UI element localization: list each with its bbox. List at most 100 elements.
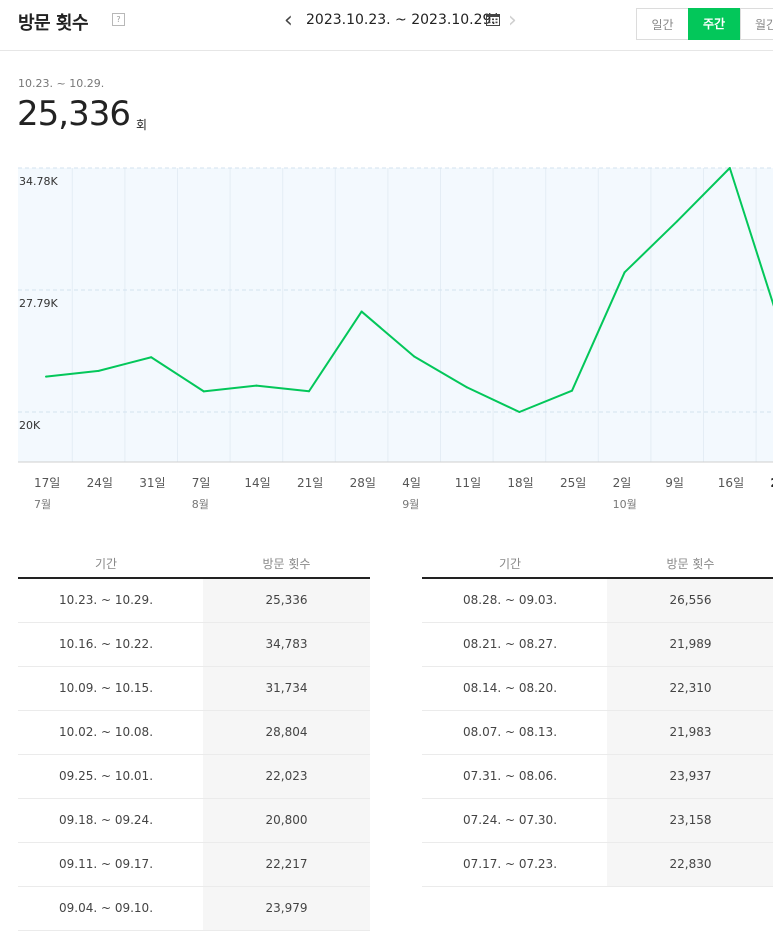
- x-tick-label: 9일: [665, 476, 684, 490]
- page-title: 방문 횟수: [18, 13, 89, 34]
- x-tick-label: 16일: [718, 476, 744, 490]
- row-period: 09.25. ~ 10.01.: [58, 769, 154, 783]
- data-point: [518, 411, 521, 413]
- table-row: 09.18. ~ 09.24. 20,800: [18, 799, 370, 843]
- row-visits: 20,800: [203, 799, 370, 842]
- header-visits: 방문 횟수: [262, 557, 311, 571]
- x-month-label: 9월: [402, 498, 419, 511]
- header-period: 기간: [498, 557, 522, 571]
- row-visits: 23,937: [607, 755, 773, 798]
- summary-range: 10.23. ~ 10.29.: [18, 77, 105, 90]
- table-row: 08.14. ~ 08.20. 22,310: [422, 667, 773, 711]
- header-period: 기간: [94, 557, 118, 571]
- row-visits: 31,734: [203, 667, 370, 710]
- row-period: 07.17. ~ 07.23.: [462, 857, 558, 871]
- row-period: 10.16. ~ 10.22.: [58, 637, 154, 651]
- table-row: 10.09. ~ 10.15. 31,734: [18, 667, 370, 711]
- visits-line-chart: 34.78K 27.79K 20K 17일 24일 31일 7일 14일 21일 28일 4일 11일…: [18, 167, 773, 511]
- row-period: 09.04. ~ 09.10.: [58, 901, 154, 915]
- row-visits: 22,217: [203, 843, 370, 886]
- table-row: 10.16. ~ 10.22. 34,783: [18, 623, 370, 667]
- data-point: [97, 369, 100, 372]
- row-visits: 23,979: [203, 887, 370, 930]
- table-row: 07.24. ~ 07.30. 23,158: [422, 799, 773, 843]
- row-visits: 25,336: [203, 579, 370, 622]
- data-point: [360, 310, 363, 313]
- x-tick-label: 14일: [244, 476, 270, 490]
- header-visits: 방문 횟수: [666, 557, 715, 571]
- x-tick-label: 7일: [192, 476, 211, 490]
- table-row: 09.11. ~ 09.17. 22,217: [18, 843, 370, 887]
- data-point: [413, 355, 416, 358]
- row-period: 10.23. ~ 10.29.: [58, 593, 154, 607]
- data-point: [150, 356, 153, 359]
- x-tick-label: 2일: [613, 476, 632, 490]
- row-period: 09.18. ~ 09.24.: [58, 813, 154, 827]
- visits-table-left: 기간 방문 횟수 10.23. ~ 10.29. 25,336 10.16. ~ 1…: [18, 548, 370, 931]
- row-visits: 22,023: [203, 755, 370, 798]
- header: 방문 횟수 ? ‹ 2023.10.23. ~ 2023.10.29. › 일간…: [0, 0, 773, 51]
- table-row: 08.28. ~ 09.03. 26,556: [422, 579, 773, 623]
- x-month-label: 10월: [613, 498, 637, 511]
- table-row: 08.07. ~ 08.13. 21,983: [422, 711, 773, 755]
- calendar-icon[interactable]: [486, 13, 500, 26]
- x-month-label: 8월: [192, 498, 209, 511]
- x-tick-label: 4일: [402, 476, 421, 490]
- table-row: 09.25. ~ 10.01. 22,023: [18, 755, 370, 799]
- table-row: 08.21. ~ 08.27. 21,989: [422, 623, 773, 667]
- next-period-button[interactable]: ›: [508, 8, 517, 33]
- row-visits: 22,310: [607, 667, 773, 710]
- x-tick-label: 25일: [560, 476, 586, 490]
- row-visits: 34,783: [203, 623, 370, 666]
- row-period: 07.24. ~ 07.30.: [462, 813, 558, 827]
- tab-monthly[interactable]: 월간: [740, 8, 773, 40]
- y-tick-label: 27.79K: [19, 297, 58, 310]
- row-period: 10.09. ~ 10.15.: [58, 681, 154, 695]
- tab-daily[interactable]: 일간: [636, 8, 688, 40]
- x-tick-label: 23일: [770, 476, 773, 490]
- row-period: 10.02. ~ 10.08.: [58, 725, 154, 739]
- data-point: [623, 271, 626, 274]
- x-tick-label: 17일: [34, 476, 60, 490]
- x-tick-label: 31일: [139, 476, 165, 490]
- row-visits: 21,989: [607, 623, 773, 666]
- data-point: [308, 390, 310, 393]
- table-row: 10.23. ~ 10.29. 25,336: [18, 579, 370, 623]
- row-visits: 22,830: [607, 843, 773, 886]
- help-icon[interactable]: ?: [112, 13, 125, 26]
- x-tick-label: 21일: [297, 476, 323, 490]
- x-tick-label: 24일: [87, 476, 113, 490]
- data-point: [676, 220, 679, 223]
- prev-period-button[interactable]: ‹: [284, 8, 293, 33]
- row-visits: 21,983: [607, 711, 773, 754]
- x-month-label: 7월: [34, 498, 51, 511]
- row-period: 08.07. ~ 08.13.: [462, 725, 558, 739]
- table-row: 09.04. ~ 09.10. 23,979: [18, 887, 370, 931]
- table-row: 07.31. ~ 08.06. 23,937: [422, 755, 773, 799]
- x-tick-label: 18일: [507, 476, 533, 490]
- table-row: 10.02. ~ 10.08. 28,804: [18, 711, 370, 755]
- y-tick-label: 34.78K: [19, 175, 58, 188]
- table-row: 07.17. ~ 07.23. 22,830: [422, 843, 773, 887]
- summary-unit: 회: [136, 118, 148, 132]
- row-period: 08.21. ~ 08.27.: [462, 637, 558, 651]
- data-point: [45, 375, 47, 378]
- date-range: 2023.10.23. ~ 2023.10.29.: [306, 12, 496, 28]
- visits-table-right: 기간 방문 횟수 08.28. ~ 09.03. 26,556 08.21. ~ 0…: [422, 548, 773, 887]
- row-visits: 28,804: [203, 711, 370, 754]
- row-visits: 23,158: [607, 799, 773, 842]
- table-header: 기간 방문 횟수: [422, 548, 773, 579]
- row-period: 09.11. ~ 09.17.: [58, 857, 154, 871]
- plot-area: [18, 168, 773, 462]
- data-point: [465, 386, 468, 389]
- row-period: 07.31. ~ 08.06.: [462, 769, 558, 783]
- x-tick-label: 11일: [455, 476, 481, 490]
- x-tick-label: 28일: [350, 476, 376, 490]
- data-point: [202, 390, 205, 393]
- row-visits: 26,556: [607, 579, 773, 622]
- data-point: [255, 384, 258, 387]
- data-point: [728, 167, 731, 169]
- summary-total: 25,336: [17, 94, 131, 134]
- tab-weekly[interactable]: 주간: [688, 8, 740, 40]
- data-point: [571, 389, 573, 392]
